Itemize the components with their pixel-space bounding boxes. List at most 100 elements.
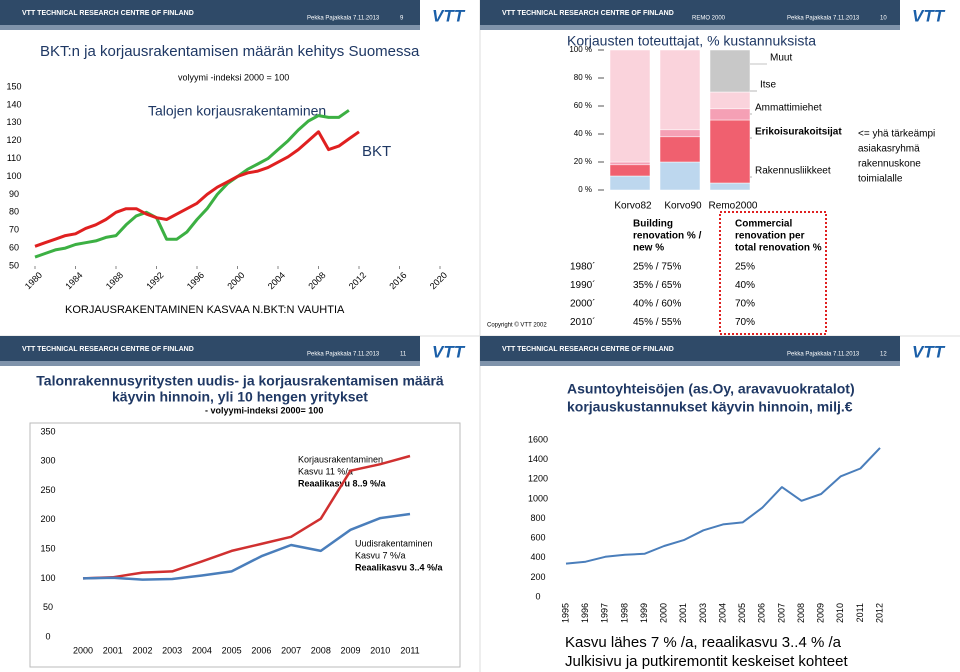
note: <= yhä tärkeämpi	[858, 129, 935, 140]
copyright: Copyright © VTT 2002	[487, 322, 547, 329]
y-tick-label: 60	[9, 242, 19, 252]
y-tick-label: 50	[9, 260, 19, 270]
note: rakennuskone	[858, 159, 921, 170]
x-tick-label: 2009	[341, 645, 361, 655]
header-org: VTT TECHNICAL RESEARCH CENTRE OF FINLAND	[22, 10, 194, 17]
note: asiakasryhmä	[858, 144, 920, 155]
y-tick-label: 100 %	[569, 45, 592, 54]
header-author: Pekka Pajakkala 7.11.2013	[787, 16, 860, 22]
bar-segment	[709, 91, 751, 110]
table-cell: 35% / 65%	[633, 280, 681, 291]
x-tick-label: 2006	[757, 603, 767, 623]
line-series	[565, 447, 881, 565]
x-tick-label: 2011	[855, 603, 865, 622]
x-tick-label: 2001	[678, 603, 688, 623]
row-label: 2000´	[570, 298, 596, 310]
x-tick-label: 2012	[874, 603, 884, 623]
legend-label: Muut	[770, 53, 792, 64]
header-org: VTT TECHNICAL RESEARCH CENTRE OF FINLAND	[22, 346, 194, 353]
y-tick-label: 20 %	[574, 157, 592, 166]
bar-segment	[659, 129, 701, 138]
y-tick-label: 0	[45, 631, 50, 641]
x-tick-label: 2010	[835, 603, 845, 623]
header-project: REMO 2000	[692, 16, 726, 22]
x-tick-label: 2010	[370, 645, 390, 655]
chart-subtitle: - volyymi-indeksi 2000= 100	[205, 405, 323, 415]
header-page: 12	[880, 352, 887, 358]
header-author: Pekka Pajakkala 7.11.2013	[787, 352, 860, 358]
legend-label: Rakennusliikkeet	[755, 166, 831, 177]
y-tick-label: 50	[43, 602, 53, 612]
x-tick-label: 2004	[192, 645, 212, 655]
y-tick-label: 300	[40, 456, 55, 466]
table-cell: 25% / 75%	[633, 262, 681, 273]
table-header: new %	[633, 243, 664, 254]
caption: KORJAUSRAKENTAMINEN KASVAA N.BKT:N VAUHT…	[65, 304, 345, 316]
legend-label: Itse	[760, 80, 777, 91]
x-tick-label: 1998	[619, 603, 629, 623]
row-label: 1980´	[570, 261, 596, 273]
y-tick-label: 150	[6, 81, 21, 91]
y-tick-label: 140	[6, 99, 21, 109]
bar-segment	[609, 164, 651, 177]
caption: Julkisivu ja putkiremontit keskeiset koh…	[565, 653, 848, 670]
table-cell: 40% / 60%	[633, 299, 681, 310]
x-tick-label: 1995	[560, 603, 570, 623]
y-tick-label: 80	[9, 207, 19, 217]
y-tick-label: 110	[7, 153, 21, 163]
table-cell: 25%	[735, 262, 755, 273]
y-tick-label: 1000	[528, 493, 548, 503]
bar-segment	[709, 49, 751, 93]
y-tick-label: 1600	[528, 434, 548, 444]
table-cell: 70%	[735, 317, 755, 328]
header-band	[0, 361, 420, 366]
y-tick-label: 1400	[528, 454, 548, 464]
x-tick-label: 2007	[281, 645, 301, 655]
highlight-box	[719, 211, 827, 335]
y-tick-label: 60 %	[574, 101, 592, 110]
y-tick-label: 0	[535, 591, 540, 601]
y-tick-label: 400	[530, 552, 545, 562]
y-tick-label: 800	[530, 513, 545, 523]
header-org: VTT TECHNICAL RESEARCH CENTRE OF FINLAND	[502, 346, 674, 353]
legend-label: Ammattimiehet	[755, 103, 822, 114]
logo: VTT	[912, 342, 946, 361]
x-tick-label: 2011	[400, 645, 419, 655]
bar-segment	[659, 136, 701, 163]
table-cell: 45% / 55%	[633, 317, 681, 328]
caption: Kasvu lähes 7 % /a, reaalikasvu 3..4 % /…	[565, 634, 842, 651]
y-tick-label: 90	[9, 189, 19, 199]
y-tick-label: 100	[40, 573, 55, 583]
row-label: 2010´	[570, 316, 596, 328]
y-tick-label: 150	[40, 544, 55, 554]
bar-segment	[709, 182, 751, 191]
header-page: 10	[880, 16, 887, 22]
x-tick-label: 2007	[776, 603, 786, 623]
x-tick-label: 2008	[796, 603, 806, 623]
y-tick-label: 130	[6, 117, 21, 127]
x-tick-label: 2009	[816, 603, 826, 623]
table-header: renovation per	[735, 231, 805, 242]
chart-title: korjauskustannukset käyvin hinnoin, milj…	[567, 399, 853, 415]
chart-title: Asuntoyhteisöjen (as.Oy, aravavuokratalo…	[567, 381, 855, 397]
x-tick-label: 1997	[600, 603, 610, 623]
y-tick-label: 80 %	[574, 73, 592, 82]
legend-label: Erikoisurakoitsijat	[755, 127, 842, 138]
x-tick-label: 1996	[580, 603, 590, 623]
headers: VTT TECHNICAL RESEARCH CENTRE OF FINLAND…	[0, 0, 946, 366]
bar-segment	[659, 49, 701, 131]
bar-segment	[609, 161, 651, 166]
logo: VTT	[912, 6, 946, 25]
table-header: Building	[633, 219, 673, 230]
y-tick-label: 0 %	[578, 185, 592, 194]
y-tick-label: 70	[9, 225, 19, 235]
bar-segment	[709, 119, 751, 184]
annotation: Uudisrakentaminen	[355, 538, 433, 548]
table-cell: 70%	[735, 299, 755, 310]
x-tick-label: 2005	[737, 603, 747, 623]
y-tick-label: 250	[40, 485, 55, 495]
x-tick-label: 2000	[73, 645, 93, 655]
x-tick-label: 2005	[222, 645, 242, 655]
chart-subtitle: volyymi -indeksi 2000 = 100	[178, 72, 289, 82]
